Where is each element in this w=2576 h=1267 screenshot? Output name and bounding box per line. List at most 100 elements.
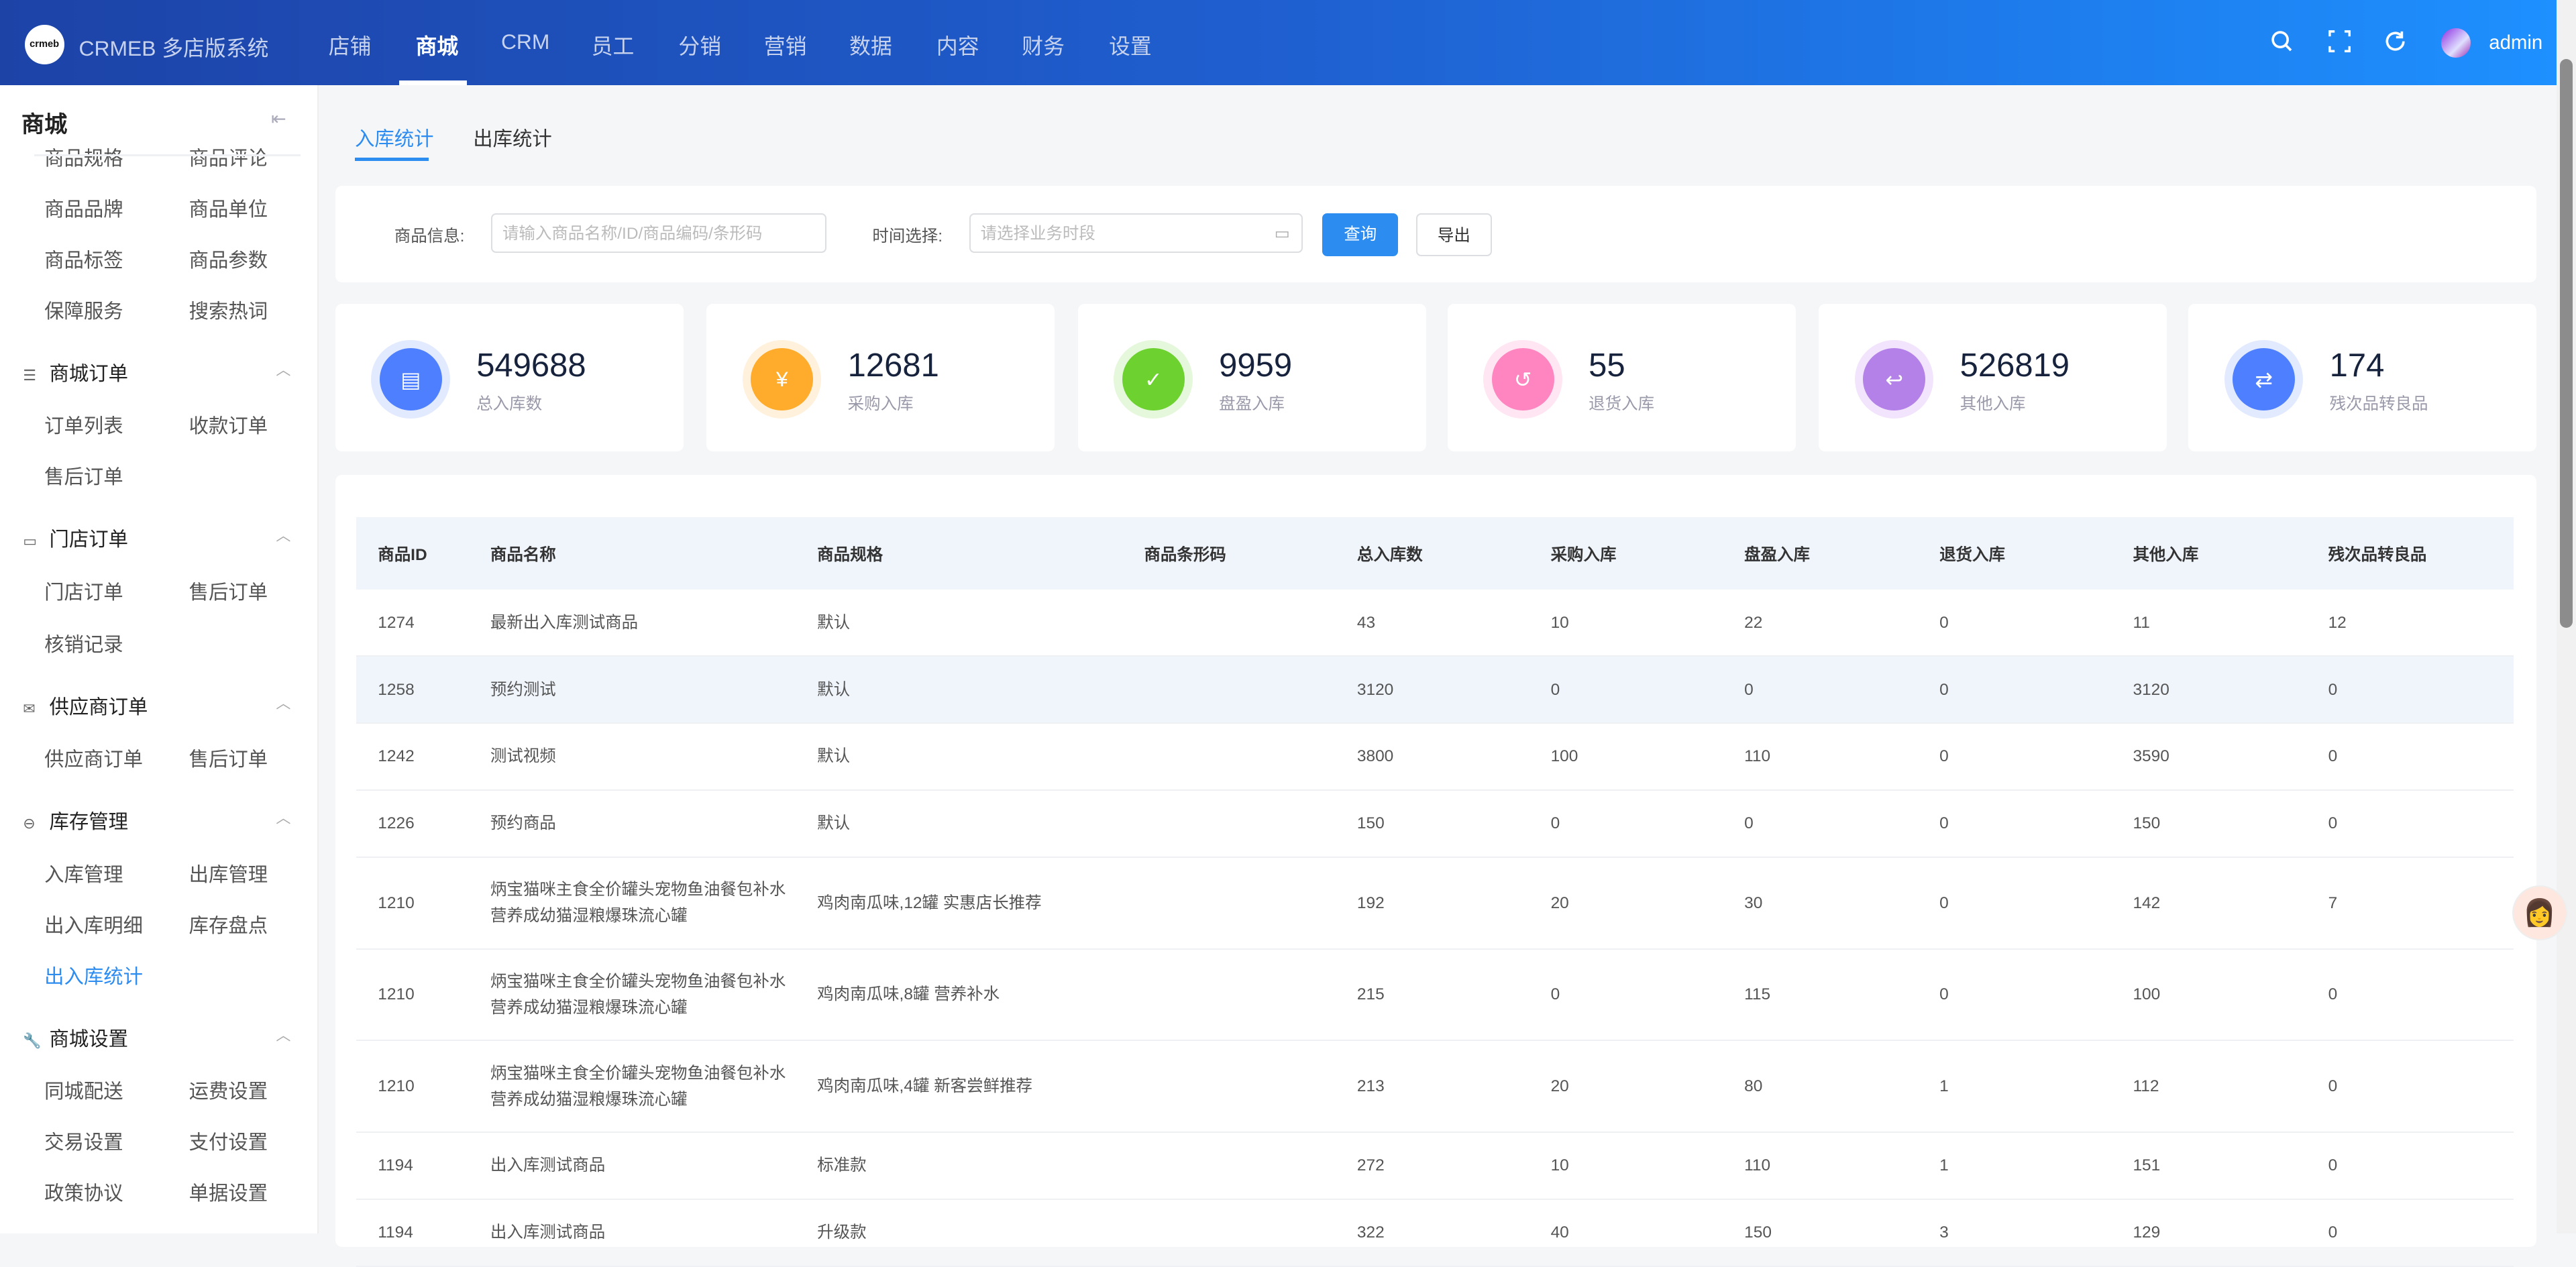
refresh-icon[interactable] bbox=[2382, 28, 2408, 54]
sidebar-item[interactable]: 售后订单 bbox=[189, 749, 268, 771]
sidebar-item[interactable]: 政策协议 bbox=[44, 1182, 123, 1205]
table-row[interactable]: 1210 炳宝猫咪主食全价罐头宠物鱼油餐包补水营养成幼猫湿粮爆珠流心罐 鸡肉南瓜味,… bbox=[356, 948, 2514, 1042]
table-cell: 1 bbox=[1939, 1132, 2133, 1200]
scroll-thumb[interactable] bbox=[2559, 59, 2573, 628]
nav-item-0[interactable]: 店铺 bbox=[328, 34, 372, 59]
stat-card: ↩ 526819 其他入库 bbox=[1819, 304, 2167, 452]
table-cell: 20 bbox=[1550, 857, 1745, 950]
stat-icon-ring: ⇄ bbox=[2224, 339, 2304, 419]
sidebar-item[interactable]: 订单列表 bbox=[44, 415, 123, 438]
query-button[interactable]: 查询 bbox=[1322, 213, 1399, 257]
sidebar-group[interactable]: 🔧 商城设置 bbox=[23, 1024, 128, 1052]
sidebar-item[interactable]: 出入库明细 bbox=[44, 914, 143, 937]
chevron-up-icon[interactable]: ︿ bbox=[276, 361, 291, 378]
sidebar-item[interactable]: 商品规格 bbox=[44, 148, 123, 170]
sidebar-item[interactable]: 出入库统计 bbox=[44, 965, 143, 988]
nav-item-9[interactable]: 设置 bbox=[1109, 34, 1152, 59]
tab-1[interactable]: 出库统计 bbox=[473, 127, 552, 150]
user-avatar[interactable] bbox=[2441, 27, 2471, 58]
column-header: 商品规格 bbox=[817, 517, 1144, 590]
product-search-input[interactable]: 请输入商品名称/ID/商品编码/条形码 bbox=[491, 213, 826, 254]
nav-item-2[interactable]: CRM bbox=[500, 30, 550, 54]
table-row[interactable]: 1210 炳宝猫咪主食全价罐头宠物鱼油餐包补水营养成幼猫湿粮爆珠流心罐 鸡肉南瓜味,… bbox=[356, 1040, 2514, 1134]
sidebar-item[interactable]: 同城配送 bbox=[44, 1081, 123, 1103]
nav-item-1[interactable]: 商城 bbox=[415, 34, 459, 59]
chevron-up-icon[interactable]: ︿ bbox=[276, 695, 291, 712]
sidebar-item[interactable]: 售后订单 bbox=[189, 581, 268, 604]
nav-item-8[interactable]: 财务 bbox=[1022, 34, 1065, 59]
stat-icon-ring: ↺ bbox=[1483, 339, 1562, 419]
sidebar-item[interactable]: 商品单位 bbox=[189, 198, 268, 221]
column-header: 盘盈入库 bbox=[1744, 517, 1940, 590]
date-range-input[interactable]: 请选择业务时段 ▭ bbox=[969, 213, 1303, 254]
collapse-sidebar-icon[interactable]: ⇤ bbox=[271, 108, 286, 129]
table-row[interactable]: 1226 预约商品 默认 150 0 0 0 150 0 bbox=[356, 790, 2514, 858]
sidebar-item[interactable]: 商品品牌 bbox=[44, 198, 123, 221]
sidebar-item[interactable]: 商品参数 bbox=[189, 249, 268, 272]
stat-card: ↺ 55 退货入库 bbox=[1447, 304, 1796, 452]
table-cell: 0 bbox=[1939, 590, 2133, 657]
nav-item-5[interactable]: 营销 bbox=[763, 34, 807, 59]
logo[interactable]: crmeb bbox=[24, 24, 64, 64]
sidebar-group[interactable]: ▭ 门店订单 bbox=[23, 524, 128, 552]
sidebar-item[interactable]: 交易设置 bbox=[44, 1132, 123, 1154]
sidebar-item[interactable]: 售后订单 bbox=[44, 466, 123, 489]
table-cell: 炳宝猫咪主食全价罐头宠物鱼油餐包补水营养成幼猫湿粮爆珠流心罐 bbox=[490, 1040, 818, 1134]
table-cell: 0 bbox=[1550, 790, 1745, 858]
sidebar-item[interactable]: 单据设置 bbox=[189, 1182, 268, 1205]
table-cell bbox=[1144, 948, 1357, 1042]
nav-item-6[interactable]: 数据 bbox=[849, 34, 892, 59]
active-tab-underline bbox=[354, 158, 429, 161]
table-row[interactable]: 1258 预约测试 默认 3120 0 0 0 3120 0 bbox=[356, 656, 2514, 724]
table-row[interactable]: 1274 最新出入库测试商品 默认 43 10 22 0 11 12 bbox=[356, 590, 2514, 657]
nav-item-7[interactable]: 内容 bbox=[936, 34, 979, 59]
sidebar-item[interactable]: 商品评论 bbox=[189, 148, 268, 170]
table-row[interactable]: 1242 测试视频 默认 3800 100 110 0 3590 0 bbox=[356, 723, 2514, 791]
table-cell: 1210 bbox=[356, 948, 490, 1042]
table-cell: 测试视频 bbox=[490, 723, 818, 791]
sidebar-item[interactable]: 门店订单 bbox=[44, 581, 123, 604]
chevron-up-icon[interactable]: ︿ bbox=[276, 527, 291, 545]
stat-value: 549688 bbox=[476, 347, 586, 384]
sidebar-item[interactable]: 支付设置 bbox=[189, 1132, 268, 1154]
table-cell: 1258 bbox=[356, 656, 490, 724]
table-cell: 最新出入库测试商品 bbox=[490, 590, 818, 657]
table-cell: 鸡肉南瓜味,8罐 营养补水 bbox=[817, 948, 1144, 1042]
sidebar-group[interactable]: ☰ 商城订单 bbox=[23, 358, 128, 386]
sidebar-item[interactable]: 商品标签 bbox=[44, 249, 123, 272]
sidebar-item[interactable]: 供应商订单 bbox=[44, 749, 143, 771]
sidebar-group[interactable]: ⊖ 库存管理 bbox=[23, 806, 128, 834]
export-button[interactable]: 导出 bbox=[1416, 213, 1492, 257]
nav-item-3[interactable]: 员工 bbox=[591, 34, 635, 59]
chevron-up-icon[interactable]: ︿ bbox=[276, 810, 291, 827]
stat-label: 盘盈入库 bbox=[1219, 394, 1285, 413]
table-cell: 22 bbox=[1744, 590, 1940, 657]
assistant-avatar[interactable]: 👩 bbox=[2512, 885, 2567, 941]
sidebar-item[interactable]: 核销记录 bbox=[44, 633, 123, 656]
table-row[interactable]: 1210 炳宝猫咪主食全价罐头宠物鱼油餐包补水营养成幼猫湿粮爆珠流心罐 鸡肉南瓜味,… bbox=[356, 857, 2514, 950]
tab-0[interactable]: 入库统计 bbox=[354, 127, 434, 150]
page-scrollbar[interactable] bbox=[2556, 0, 2576, 1234]
sidebar-item[interactable]: 搜索热词 bbox=[189, 300, 268, 323]
table-cell: 192 bbox=[1356, 857, 1551, 950]
sidebar-item[interactable]: 保障服务 bbox=[44, 300, 123, 323]
sidebar-item[interactable]: 收款订单 bbox=[189, 415, 268, 438]
table-cell: 150 bbox=[1356, 790, 1551, 858]
sidebar-group[interactable]: ✉ 供应商订单 bbox=[23, 692, 148, 720]
table-cell: 3800 bbox=[1356, 723, 1551, 791]
stat-icon-ring: ✓ bbox=[1114, 339, 1193, 419]
search-icon[interactable] bbox=[2269, 28, 2295, 54]
sidebar-item[interactable]: 库存盘点 bbox=[189, 914, 268, 937]
table-row[interactable]: 1194 出入库测试商品 标准款 272 10 110 1 151 0 bbox=[356, 1132, 2514, 1200]
fullscreen-icon[interactable] bbox=[2326, 28, 2353, 54]
table-cell: 215 bbox=[1356, 948, 1551, 1042]
table-cell: 272 bbox=[1356, 1132, 1551, 1200]
nav-item-4[interactable]: 分销 bbox=[678, 34, 722, 59]
username[interactable]: admin bbox=[2489, 31, 2543, 54]
table-cell: 0 bbox=[1939, 948, 2133, 1042]
wrench-icon: 🔧 bbox=[23, 1032, 42, 1049]
sidebar-item[interactable]: 运费设置 bbox=[189, 1081, 268, 1103]
sidebar-item[interactable]: 出库管理 bbox=[189, 863, 268, 886]
sidebar-item[interactable]: 入库管理 bbox=[44, 863, 123, 886]
chevron-up-icon[interactable]: ︿ bbox=[276, 1026, 291, 1044]
